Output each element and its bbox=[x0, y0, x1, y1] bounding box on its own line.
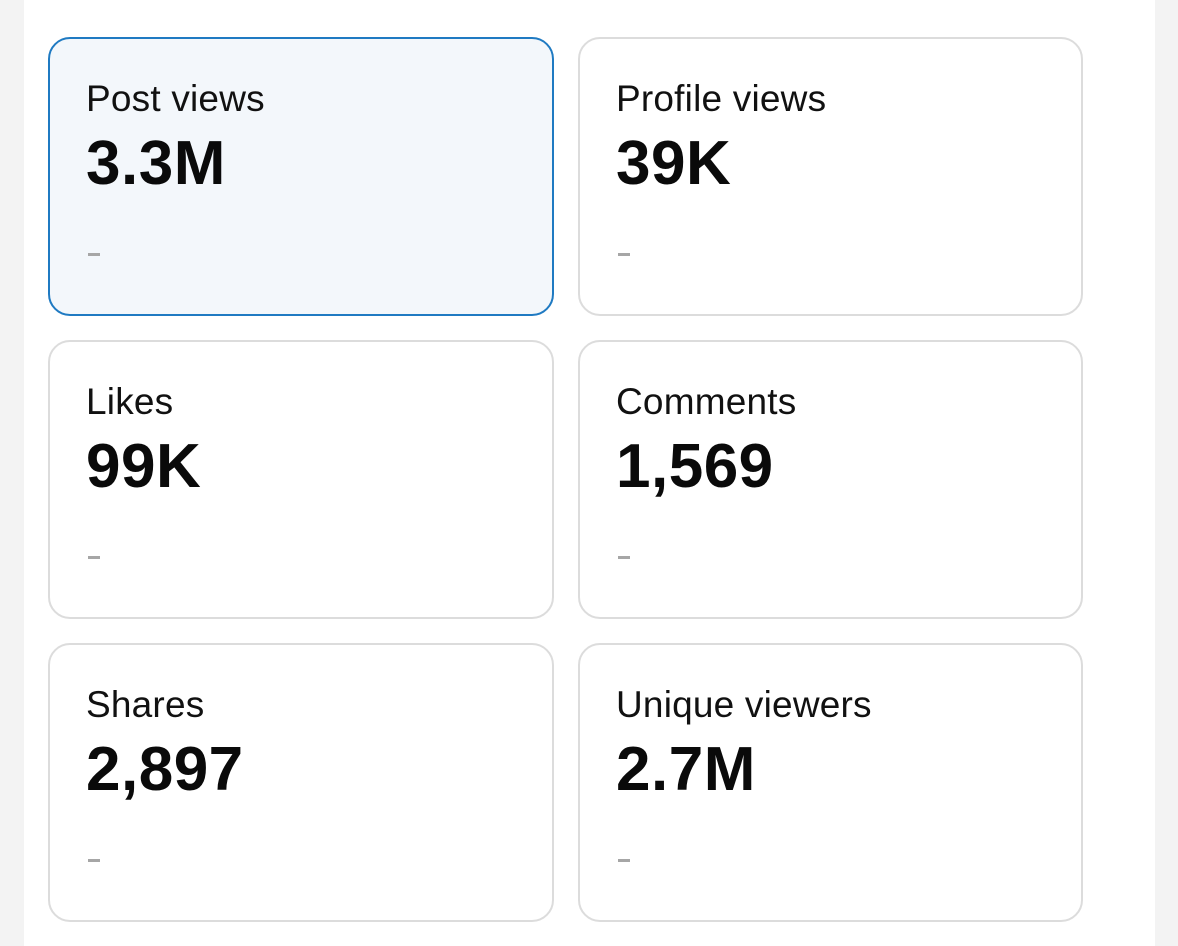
metric-card-post-views[interactable]: Post views 3.3M bbox=[48, 37, 554, 316]
metric-value: 99K bbox=[86, 432, 202, 501]
metric-card-profile-views[interactable]: Profile views 39K bbox=[578, 37, 1083, 316]
metric-card-comments[interactable]: Comments 1,569 bbox=[578, 340, 1083, 619]
metric-card-shares[interactable]: Shares 2,897 bbox=[48, 643, 554, 922]
metric-card-unique-viewers[interactable]: Unique viewers 2.7M bbox=[578, 643, 1083, 922]
metric-change-placeholder bbox=[618, 253, 630, 256]
metric-label: Profile views bbox=[616, 78, 827, 119]
metric-change-placeholder bbox=[618, 859, 630, 862]
metric-change-placeholder bbox=[88, 556, 100, 559]
metrics-grid: Post views 3.3M Profile views 39K Likes … bbox=[48, 37, 1083, 922]
metric-label: Post views bbox=[86, 78, 265, 119]
metric-change-placeholder bbox=[88, 859, 100, 862]
metric-label: Unique viewers bbox=[616, 684, 872, 725]
metric-value: 2.7M bbox=[616, 735, 756, 804]
metric-label: Comments bbox=[616, 381, 797, 422]
metric-value: 39K bbox=[616, 129, 732, 198]
metric-label: Shares bbox=[86, 684, 205, 725]
metric-label: Likes bbox=[86, 381, 174, 422]
metric-value: 1,569 bbox=[616, 432, 774, 501]
metric-change-placeholder bbox=[88, 253, 100, 256]
metric-value: 2,897 bbox=[86, 735, 244, 804]
metric-card-likes[interactable]: Likes 99K bbox=[48, 340, 554, 619]
metric-change-placeholder bbox=[618, 556, 630, 559]
metric-value: 3.3M bbox=[86, 129, 226, 198]
